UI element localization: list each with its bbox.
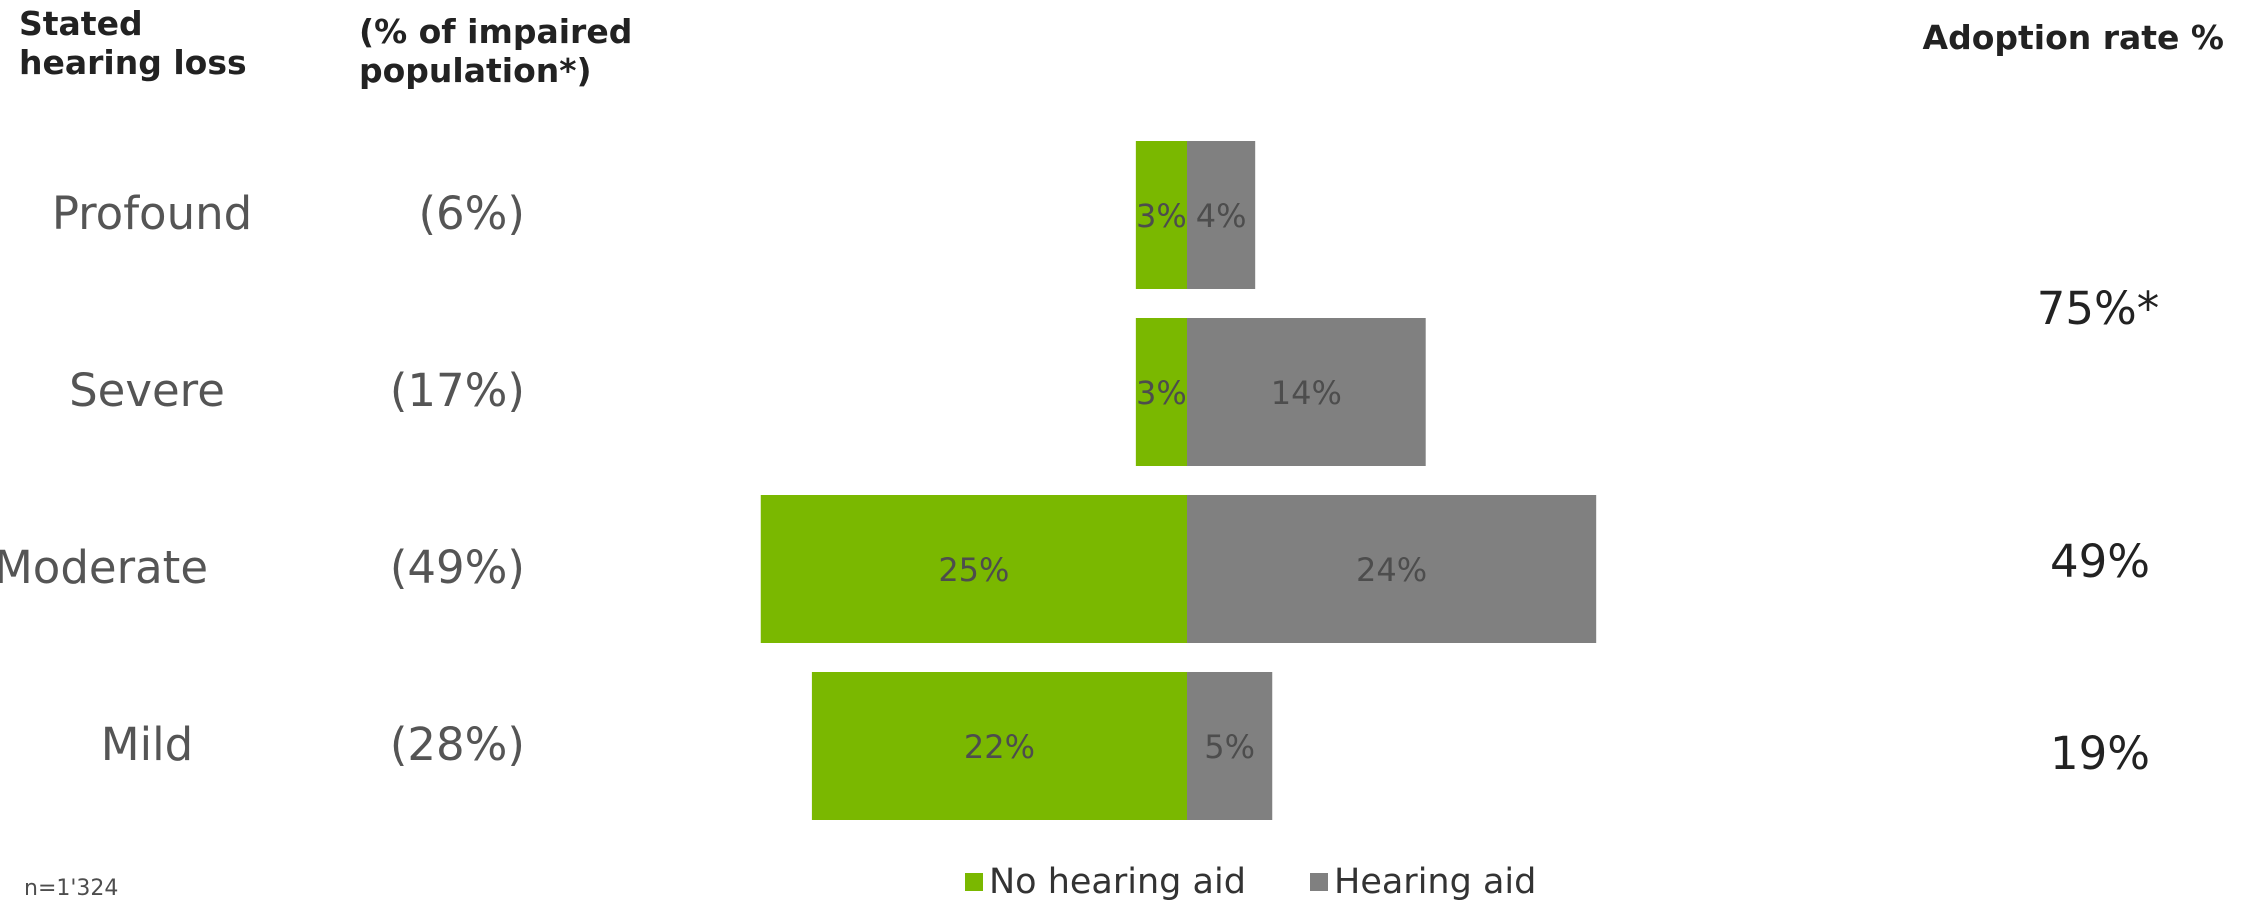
data-label-hearing-aid-profound: 4% [1196,197,1247,235]
bar-hearing-aid-mild [1187,672,1273,820]
data-label-hearing-aid-severe: 14% [1271,374,1342,412]
legend-swatch-hearing-aid [1310,873,1328,891]
data-label-no-hearing-aid-mild: 22% [964,728,1035,766]
impaired-population-header: (% of impaired population*) [359,12,633,90]
data-label-no-hearing-aid-severe: 3% [1136,374,1187,412]
row-label-severe: Severe [69,364,225,417]
data-label-no-hearing-aid-moderate: 25% [938,551,1009,589]
sample-size-note: n=1'324 [24,876,119,901]
legend-hearing-aid: Hearing aid [1310,862,1536,902]
legend-label-hearing-aid: Hearing aid [1334,862,1537,902]
row-share-moderate: (49%) [389,541,525,594]
adoption-rate-moderate: 49% [2049,535,2151,588]
row-label-moderate: Moderate [0,541,208,594]
data-label-no-hearing-aid-profound: 3% [1136,197,1187,235]
bar-no-hearing-aid-profound [1135,141,1187,289]
adoption-rate-mild: 19% [2049,727,2151,780]
row-share-severe: (17%) [389,364,525,417]
legend-swatch-no-hearing-aid [965,873,983,891]
legend-no-hearing-aid: No hearing aid [965,862,1246,902]
bar-hearing-aid-severe [1187,318,1426,466]
bar-no-hearing-aid-mild [811,672,1187,820]
bar-hearing-aid-moderate [1187,495,1597,643]
bar-hearing-aid-profound [1187,141,1256,289]
row-label-profound: Profound [51,187,253,240]
adoption-rate-header: Adoption rate % [1922,18,2224,57]
data-label-hearing-aid-moderate: 24% [1356,551,1427,589]
data-label-hearing-aid-mild: 5% [1204,728,1255,766]
adoption-rate-profound-severe: 75%* [2036,282,2160,335]
row-label-mild: Mild [100,718,194,771]
bar-no-hearing-aid-severe [1135,318,1187,466]
row-share-mild: (28%) [389,718,525,771]
legend-label-no-hearing-aid: No hearing aid [989,862,1246,902]
stated-hearing-loss-header: Stated hearing loss [19,4,247,82]
row-share-profound: (6%) [418,187,525,240]
bar-no-hearing-aid-moderate [760,495,1187,643]
